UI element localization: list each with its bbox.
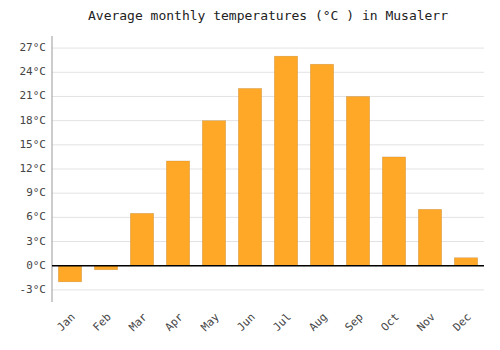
x-tick-label: Nov <box>415 310 439 334</box>
y-tick-label: 0°C <box>26 259 46 272</box>
grid-line <box>52 48 484 49</box>
x-tick-label: Jul <box>271 311 294 334</box>
grid-line <box>52 169 484 170</box>
x-tick-label: May <box>199 310 223 334</box>
x-tick-label: Mar <box>127 310 151 334</box>
bar <box>346 96 369 265</box>
x-tick-label: Jan <box>55 311 78 334</box>
bar <box>454 258 477 266</box>
y-tick-label: 24°C <box>20 65 47 78</box>
chart: -3°C 0°C 3°C 6°C 9°C 12°C 15°C 18°C 21°C 24°C 27°C… <box>0 0 500 350</box>
bars <box>58 56 477 282</box>
bar <box>58 266 81 282</box>
bar <box>238 88 261 265</box>
x-tick-label: Aug <box>307 311 330 334</box>
y-tick-label: 12°C <box>20 162 47 175</box>
zero-line <box>52 265 484 267</box>
grid-line <box>52 96 484 97</box>
grid-line <box>52 120 484 121</box>
chart-container: -3°C 0°C 3°C 6°C 9°C 12°C 15°C 18°C 21°C 24°C 27°C… <box>0 0 500 350</box>
grid-line <box>52 265 484 266</box>
bar <box>418 209 441 265</box>
y-tick-label: 6°C <box>26 210 46 223</box>
grid <box>52 48 484 290</box>
bar <box>130 213 153 265</box>
x-tick-label: Dec <box>451 311 474 334</box>
grid-line <box>52 289 484 290</box>
grid-line <box>52 193 484 194</box>
bar <box>382 157 405 266</box>
y-tick-label: 21°C <box>20 89 47 102</box>
x-tick-label: Apr <box>163 310 187 334</box>
x-tick-label: Oct <box>379 311 402 334</box>
x-tick-label: Jun <box>235 311 258 334</box>
grid-line <box>52 144 484 145</box>
x-tick-label: Feb <box>91 311 114 334</box>
x-tick-label: Sep <box>343 311 366 334</box>
bar <box>202 121 225 266</box>
title: Average monthly temperatures (°C ) in Mu… <box>88 8 448 23</box>
y-tick-label: 15°C <box>20 138 47 151</box>
y-tick-label: -3°C <box>20 283 47 296</box>
bar <box>310 64 333 266</box>
bar <box>274 56 297 266</box>
y-tick-label: 27°C <box>20 41 47 54</box>
grid-line <box>52 72 484 73</box>
y-tick-label: 3°C <box>26 235 46 248</box>
y-tick-label: 18°C <box>20 114 47 127</box>
y-axis-line <box>52 36 53 302</box>
bar <box>166 161 189 266</box>
y-tick-label: 9°C <box>26 186 46 199</box>
